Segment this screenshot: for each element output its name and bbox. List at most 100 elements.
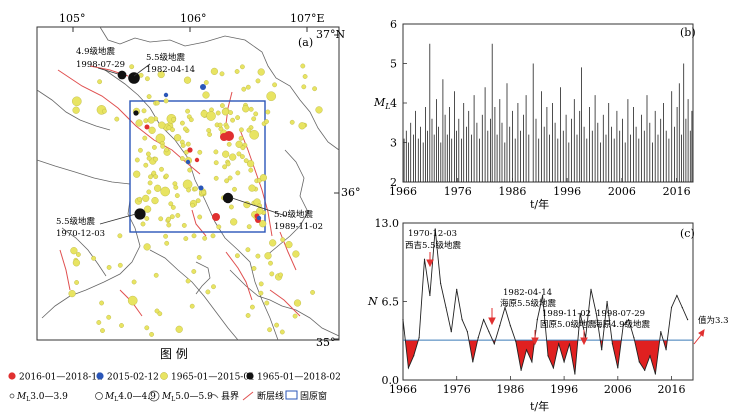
n-data-point bbox=[520, 369, 522, 371]
map-quake-point bbox=[264, 300, 270, 306]
map-quake-point bbox=[163, 173, 169, 179]
map-quake-point bbox=[174, 193, 180, 199]
map-panel: 105° 106° 107°E 37°N 36° 35° (a) bbox=[36, 12, 361, 349]
map-quake-point bbox=[251, 116, 257, 122]
n-data-point bbox=[649, 355, 651, 357]
n-data-point bbox=[611, 343, 614, 345]
legend-window-label: 固原窗 bbox=[300, 390, 327, 402]
ml-y-tick-label: 2 bbox=[390, 176, 397, 189]
map-quake-point bbox=[119, 323, 124, 328]
map-quake-point bbox=[213, 175, 219, 181]
n-data-point bbox=[638, 361, 640, 363]
n-data-point bbox=[660, 331, 662, 333]
ml-xlabel: t/年 bbox=[530, 197, 549, 211]
map-quake-point bbox=[249, 129, 259, 140]
n-annotation-1982-date: 1982-04-14 bbox=[503, 288, 552, 298]
map-quake-point bbox=[249, 304, 255, 310]
n-data-point bbox=[568, 343, 571, 345]
map-quake-point bbox=[148, 126, 156, 134]
map-quake-point bbox=[243, 158, 249, 164]
map-quake-point bbox=[213, 149, 219, 155]
n-annotation-1982-text: 海原5.5级地震 bbox=[500, 298, 557, 309]
map-quake-point bbox=[246, 224, 252, 230]
n-data-point bbox=[542, 294, 544, 297]
map-quake-major bbox=[133, 110, 139, 116]
map-quake-point bbox=[91, 255, 97, 261]
map-quake-point bbox=[230, 218, 238, 226]
n-data-point bbox=[493, 343, 495, 345]
n-data-point bbox=[472, 361, 474, 363]
n-data-point bbox=[536, 319, 538, 321]
map-quake-point bbox=[202, 91, 210, 99]
map-quake-point bbox=[221, 108, 230, 116]
n-data-point bbox=[456, 288, 458, 290]
n-plot bbox=[402, 228, 693, 375]
n-data-point bbox=[483, 319, 485, 321]
map-quake-point bbox=[211, 284, 216, 290]
n-below-threshold-area bbox=[405, 340, 419, 368]
map-quake-point bbox=[266, 91, 277, 101]
n-data-point bbox=[644, 369, 646, 371]
legend-label-1965-2015: 1965-01—2015-01 bbox=[171, 373, 255, 383]
county-boundaries bbox=[36, 26, 340, 341]
map-quake-point bbox=[164, 240, 170, 246]
ml-x-tick-label: 1966 bbox=[389, 185, 417, 198]
map-quake-point bbox=[187, 167, 193, 173]
map-quake-point bbox=[174, 134, 182, 142]
n-data-point bbox=[509, 325, 511, 327]
n-data-point bbox=[407, 367, 409, 369]
n-data-point bbox=[574, 373, 576, 375]
map-quake-point bbox=[151, 197, 159, 205]
n-annotation-1998-date: 1998-07-29 bbox=[596, 309, 645, 319]
map-quake-point bbox=[74, 280, 80, 285]
lat-label-37: 37°N bbox=[316, 28, 345, 41]
map-quake-point bbox=[117, 233, 123, 239]
n-data-point bbox=[429, 294, 431, 297]
map-quake-point bbox=[137, 196, 143, 202]
map-quake-point bbox=[234, 253, 240, 259]
map-quake-point bbox=[239, 64, 245, 70]
map-quake-major bbox=[117, 70, 127, 80]
map-quake-point bbox=[106, 314, 112, 320]
n-annotation-1989-text: 固原5.0级地震 bbox=[540, 319, 597, 330]
legend-fault-symbol bbox=[242, 391, 254, 401]
map-quake-point bbox=[242, 105, 250, 113]
map-quake-point bbox=[225, 161, 231, 167]
legend-mag-large: ML5.0—5.9 bbox=[161, 392, 213, 403]
map-quake-point bbox=[245, 247, 251, 253]
n-data-point bbox=[477, 337, 479, 339]
map-quake-point bbox=[182, 179, 193, 190]
map-quake-point bbox=[185, 141, 191, 147]
map-quake-point bbox=[169, 214, 175, 220]
map-quake-point bbox=[147, 180, 153, 186]
map-quake-point bbox=[224, 178, 230, 184]
map-quake-point bbox=[205, 289, 211, 295]
map-quake-point bbox=[166, 222, 172, 228]
map-frame bbox=[36, 26, 340, 341]
map-quake-point bbox=[197, 149, 203, 155]
map-quake-point bbox=[180, 143, 186, 148]
map-quake-point bbox=[143, 162, 149, 168]
n-data-point bbox=[423, 258, 426, 260]
n-x-tick-label: 1976 bbox=[443, 383, 471, 396]
map-quake-point bbox=[131, 279, 137, 285]
map-quake-point bbox=[293, 299, 302, 307]
map-quake-point bbox=[191, 233, 197, 239]
lon-label-106: 106° bbox=[180, 12, 207, 25]
map-quake-point bbox=[235, 115, 241, 121]
n-data-point bbox=[590, 288, 592, 290]
n-annotation-arrows bbox=[426, 252, 705, 346]
map-quake-point bbox=[215, 110, 221, 116]
n-x-tick-label: 1996 bbox=[550, 383, 578, 396]
map-quake-point bbox=[245, 84, 251, 90]
map-quake-point bbox=[142, 194, 150, 203]
legend: 图 例 2016-01—2018-12 2015-02-12 1965-01—2… bbox=[8, 347, 341, 403]
map-quake-point bbox=[292, 250, 300, 258]
map-quake-point bbox=[256, 207, 264, 215]
ml-x-tick-label: 2016 bbox=[663, 185, 691, 198]
n-data-point bbox=[402, 319, 404, 321]
map-quake-major bbox=[128, 72, 140, 84]
map-quake-point bbox=[248, 184, 256, 192]
map-quake-point bbox=[166, 125, 172, 131]
n-data-point bbox=[687, 319, 689, 321]
